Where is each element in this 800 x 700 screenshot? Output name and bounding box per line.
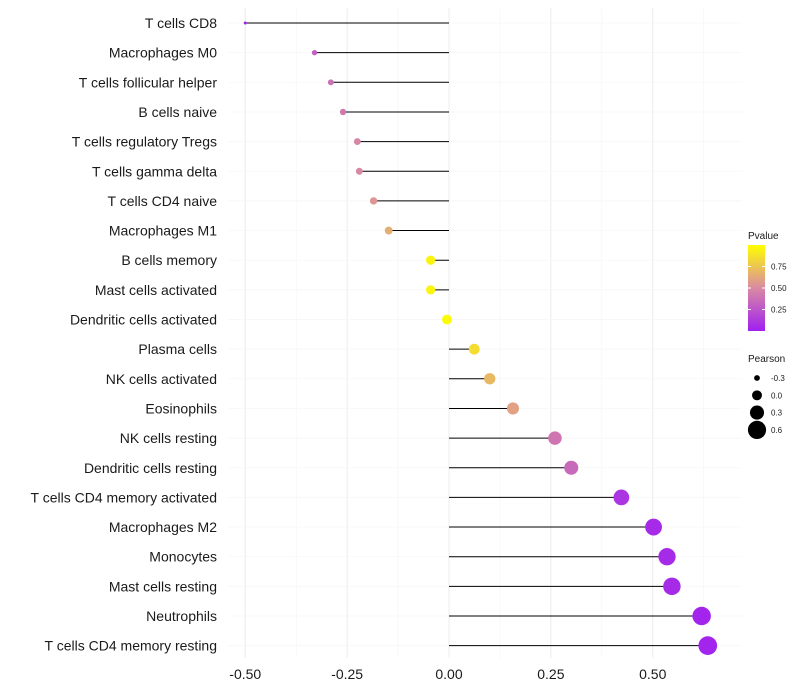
size-legend-dot — [754, 375, 760, 381]
pearson-legend-title: Pearson — [748, 354, 785, 365]
lollipop-point — [645, 518, 662, 536]
lollipop-point — [663, 577, 681, 596]
y-tick-label: Plasma cells — [138, 341, 217, 357]
lollipop-point — [698, 636, 718, 656]
y-tick-label: T cells CD4 naive — [108, 193, 218, 209]
x-tick-label: 0.50 — [639, 666, 666, 682]
lollipop-point — [426, 285, 436, 295]
lollipop-point — [442, 314, 452, 325]
pvalue-legend: Pvalue 0.75 0.50 0.25 — [748, 231, 787, 331]
y-axis-labels: T cells CD8 Macrophages M0 T cells follicu… — [31, 15, 218, 654]
lollipop-point — [484, 373, 496, 385]
size-legend-label: 0.0 — [771, 391, 783, 400]
y-tick-label: Macrophages M0 — [109, 45, 217, 61]
y-tick-label: Dendritic cells activated — [70, 312, 217, 328]
colorbar-label: 0.25 — [771, 306, 787, 315]
y-tick-label: Neutrophils — [146, 608, 217, 624]
lollipop-point — [692, 606, 711, 626]
lollipop-points — [243, 21, 718, 656]
y-tick-label: Mast cells resting — [109, 578, 217, 594]
lollipop-point — [353, 138, 361, 146]
y-tick-label: Mast cells activated — [95, 282, 217, 298]
y-tick-label: T cells CD8 — [145, 15, 217, 31]
size-legend-label: 0.3 — [771, 409, 783, 418]
x-axis-labels: -0.50 -0.25 0.00 0.25 0.50 — [229, 666, 666, 682]
y-tick-label: T cells CD4 memory activated — [31, 489, 217, 505]
size-legend-dot — [749, 405, 765, 420]
lollipop-point — [426, 255, 436, 265]
lollipop-point — [548, 431, 562, 445]
lollipop-point — [311, 49, 318, 56]
lollipop-point — [658, 548, 676, 566]
pearson-legend: Pearson -0.3 0.0 0.3 0.6 — [747, 354, 785, 440]
size-legend-label: -0.3 — [771, 374, 785, 383]
size-legend-dot — [747, 420, 767, 440]
lollipop-point — [613, 489, 630, 506]
y-tick-label: B cells naive — [138, 104, 217, 120]
y-tick-label: Eosinophils — [145, 400, 217, 416]
y-tick-label: B cells memory — [121, 252, 217, 268]
x-tick-label: -0.25 — [331, 666, 363, 682]
colorbar-label: 0.50 — [771, 284, 787, 293]
lollipop-point — [327, 79, 334, 86]
y-tick-label: T cells regulatory Tregs — [72, 134, 217, 150]
lollipop-point — [564, 460, 579, 475]
lollipop-point — [384, 226, 393, 235]
y-tick-label: T cells CD4 memory resting — [45, 638, 217, 654]
x-tick-label: 0.00 — [435, 666, 462, 682]
lollipop-point — [339, 108, 347, 116]
lollipop-point — [468, 343, 480, 355]
lollipop-point — [369, 197, 378, 205]
y-tick-label: T cells gamma delta — [92, 163, 217, 179]
lollipop-point — [506, 402, 520, 415]
y-tick-label: T cells follicular helper — [79, 74, 218, 90]
y-tick-label: Macrophages M1 — [109, 223, 217, 239]
pvalue-legend-title: Pvalue — [748, 231, 779, 242]
x-tick-label: -0.50 — [229, 666, 261, 682]
size-legend-label: 0.6 — [771, 426, 783, 435]
y-tick-label: NK cells activated — [106, 371, 217, 387]
size-legend-dot — [752, 390, 762, 401]
lollipop-segments — [245, 22, 708, 647]
lollipop-point — [243, 21, 247, 25]
y-tick-label: Dendritic cells resting — [84, 460, 217, 476]
x-tick-label: 0.25 — [537, 666, 564, 682]
colorbar-label: 0.75 — [771, 263, 787, 272]
pvalue-colorbar — [748, 245, 765, 331]
lollipop-point — [355, 167, 363, 175]
y-tick-label: Monocytes — [149, 549, 217, 565]
y-tick-label: NK cells resting — [120, 430, 217, 446]
y-tick-label: Macrophages M2 — [109, 519, 217, 535]
